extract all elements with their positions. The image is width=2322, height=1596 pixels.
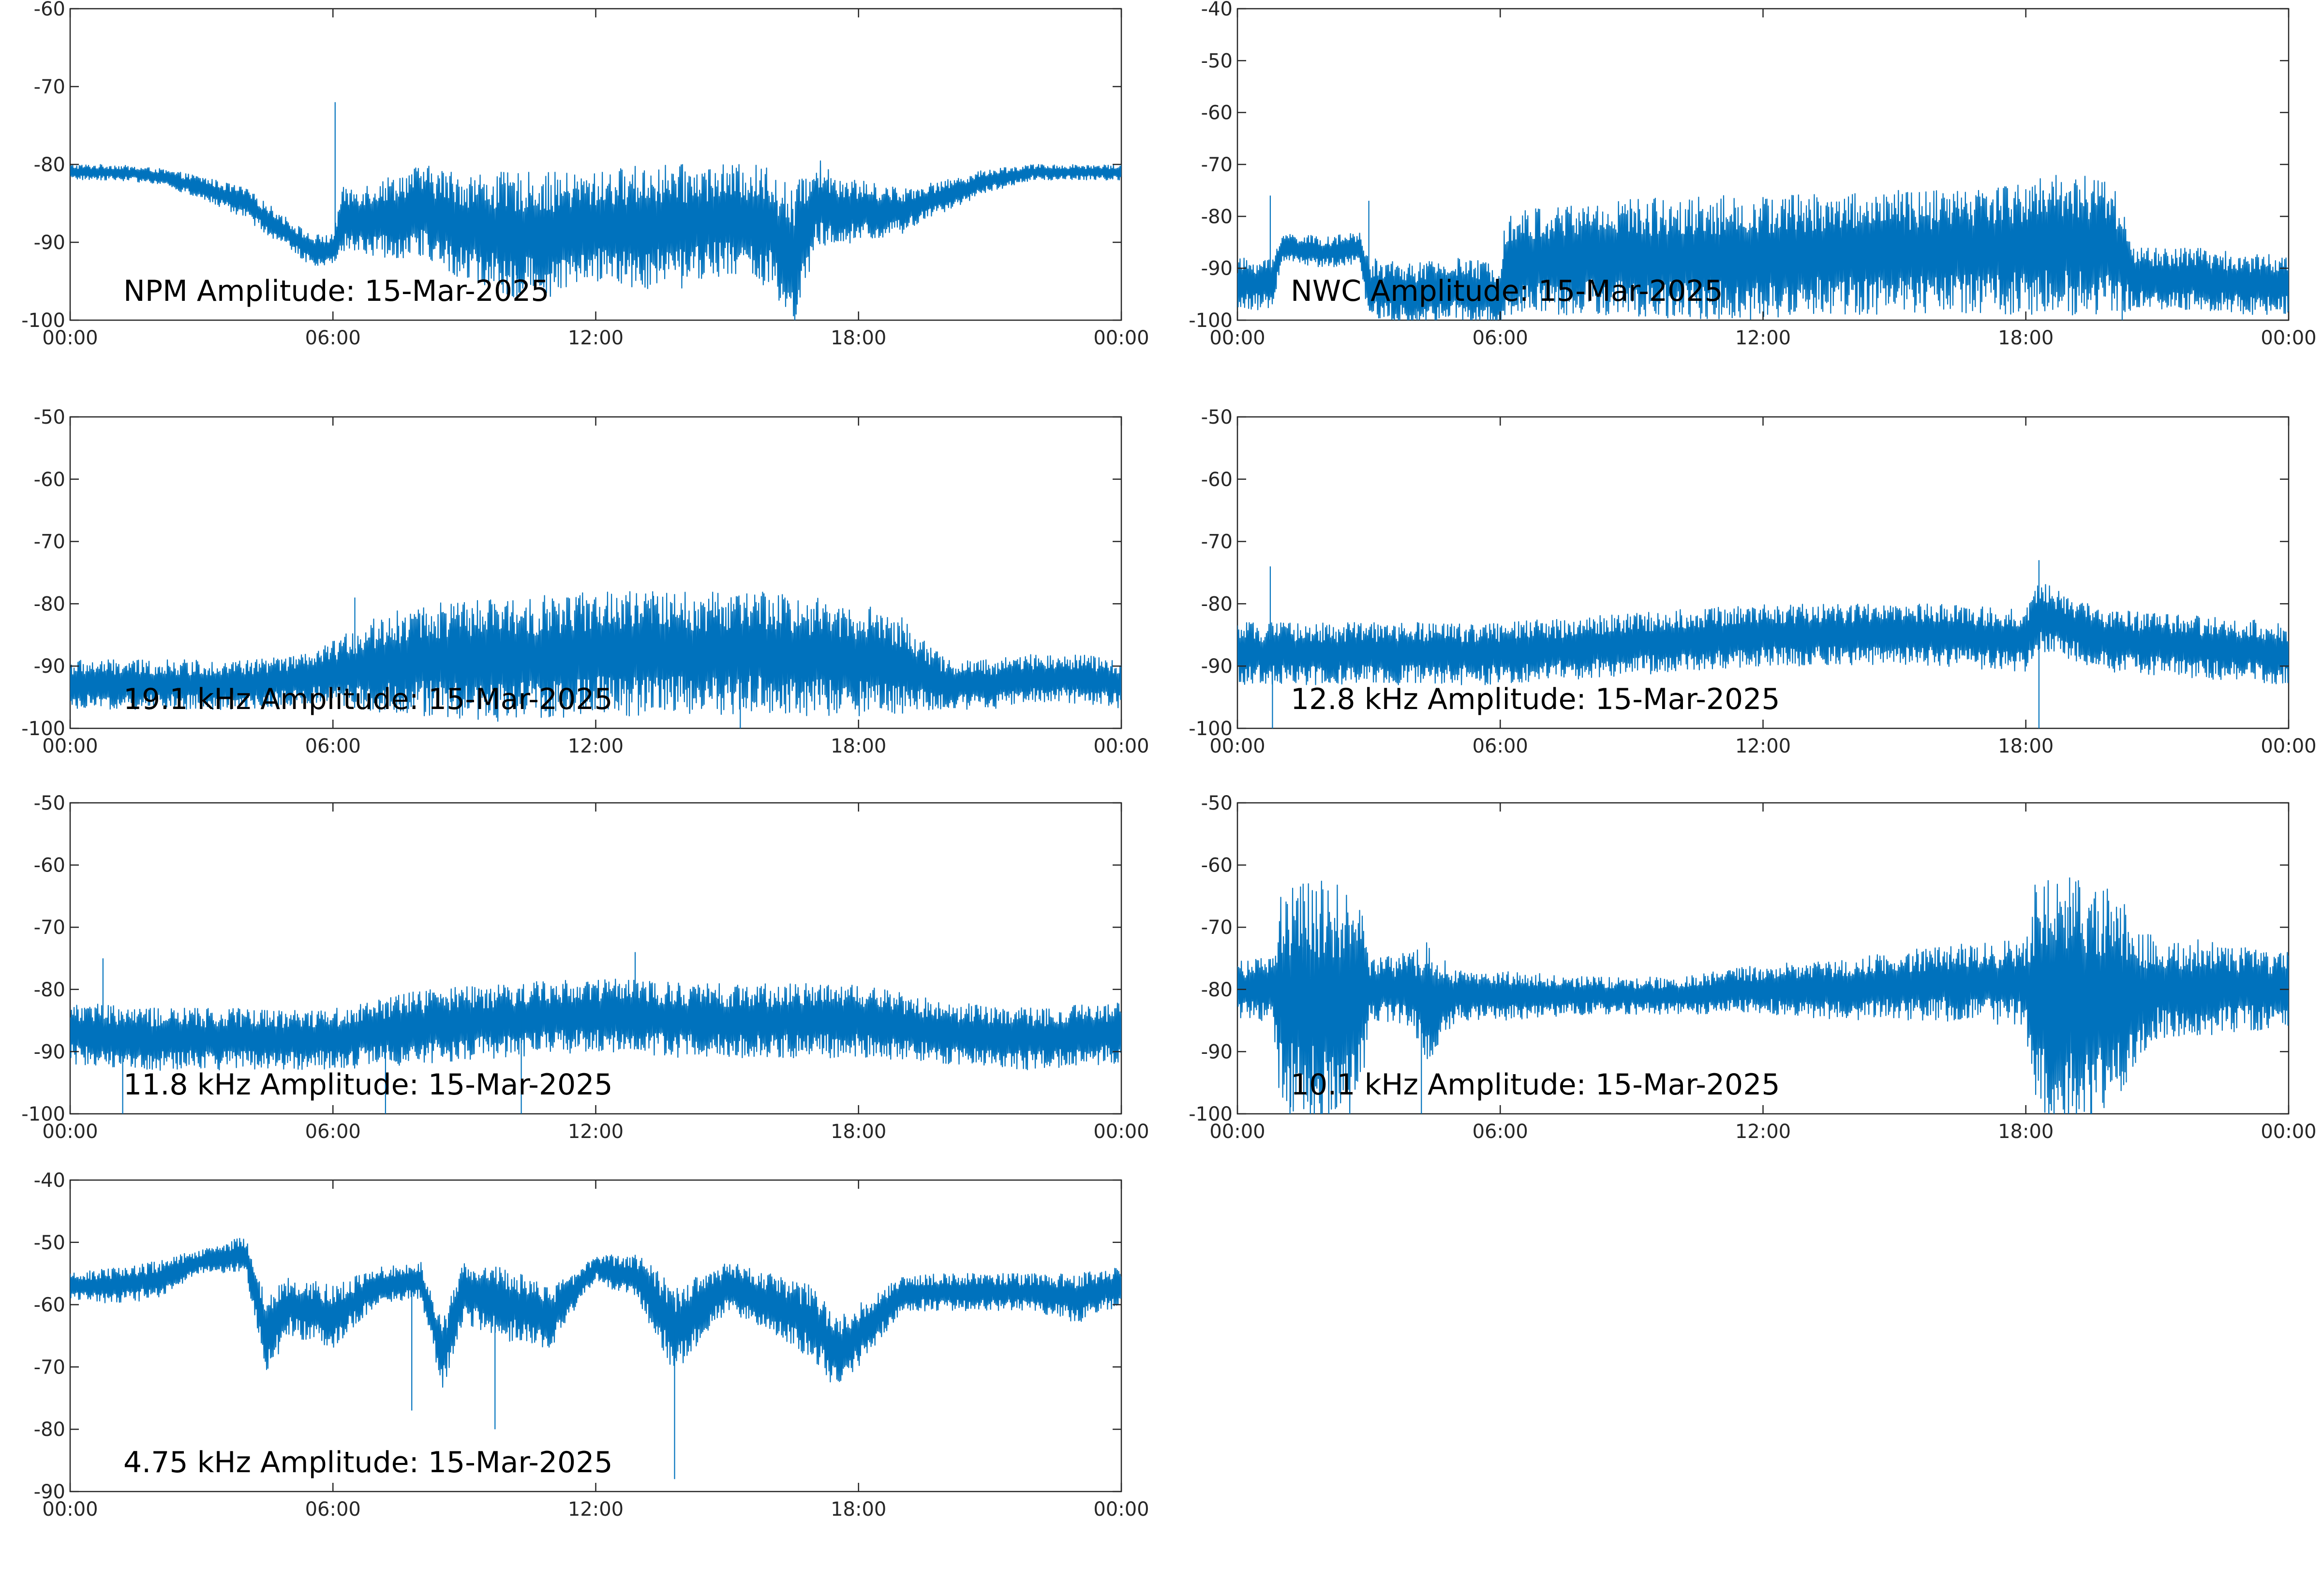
x-tick-label: 00:00	[1093, 1121, 1149, 1143]
x-tick-label: 06:00	[305, 1498, 361, 1521]
y-tick-label: -80	[1201, 206, 1233, 228]
y-tick-label: -90	[1201, 655, 1233, 678]
y-tick-label: -50	[34, 792, 65, 814]
x-tick-label: 12:00	[568, 1121, 624, 1143]
y-tick-label: -100	[1189, 310, 1233, 332]
chart-panel-6: 00:00 06:00 12:00 18:00 00:00-100-90-80-70-6…	[1189, 792, 2316, 1143]
y-tick-label: -60	[1201, 102, 1233, 124]
panel-title: 12.8 kHz Amplitude: 15-Mar-2025	[1291, 682, 1780, 716]
chart-panel-3: 00:00 06:00 12:00 18:00 00:00-100-90-80-70-6…	[21, 406, 1149, 757]
y-tick-label: -70	[1201, 531, 1233, 553]
y-tick-label: -90	[34, 1041, 65, 1063]
panel-title: NWC Amplitude: 15-Mar-2025	[1291, 274, 1723, 308]
y-tick-label: -90	[34, 1481, 65, 1503]
y-tick-label: -80	[34, 593, 65, 615]
panel-title: 4.75 kHz Amplitude: 15-Mar-2025	[123, 1446, 613, 1479]
y-tick-label: -40	[1201, 0, 1233, 20]
y-tick-label: -60	[34, 0, 65, 20]
x-tick-label: 18:00	[1998, 327, 2054, 349]
y-tick-label: -50	[1201, 792, 1233, 814]
y-tick-label: -100	[1189, 718, 1233, 740]
y-tick-label: -80	[1201, 593, 1233, 615]
y-tick-label: -100	[21, 310, 65, 332]
x-tick-label: 06:00	[305, 1121, 361, 1143]
y-tick-label: -80	[34, 154, 65, 176]
chart-panel-2: 00:00 06:00 12:00 18:00 00:00-100-90-80-70-6…	[1189, 0, 2316, 349]
y-tick-label: -60	[1201, 855, 1233, 877]
x-tick-label: 00:00	[2261, 327, 2316, 349]
y-tick-label: -60	[1201, 469, 1233, 491]
y-tick-label: -70	[34, 1356, 65, 1378]
y-tick-label: -70	[34, 76, 65, 98]
y-tick-label: -50	[1201, 50, 1233, 72]
x-tick-label: 06:00	[305, 327, 361, 349]
y-tick-label: -80	[34, 1419, 65, 1441]
panel-title: 10.1 kHz Amplitude: 15-Mar-2025	[1291, 1068, 1780, 1102]
y-tick-label: -100	[21, 1103, 65, 1125]
x-tick-label: 06:00	[1473, 1121, 1528, 1143]
chart-panel-1: 00:00 06:00 12:00 18:00 00:00-100-90-80-70-6…	[21, 0, 1149, 349]
y-tick-label: -50	[34, 1232, 65, 1254]
axes-box	[70, 1180, 1121, 1492]
panel-title: 11.8 kHz Amplitude: 15-Mar-2025	[123, 1068, 613, 1102]
x-tick-label: 06:00	[1473, 735, 1528, 757]
x-tick-label: 18:00	[831, 1121, 886, 1143]
axes-box	[70, 803, 1121, 1114]
axes-box	[1237, 417, 2289, 728]
y-tick-label: -80	[1201, 979, 1233, 1001]
axes-box	[70, 9, 1121, 320]
x-tick-label: 18:00	[831, 327, 886, 349]
y-tick-label: -70	[1201, 916, 1233, 939]
y-tick-label: -60	[34, 855, 65, 877]
x-tick-label: 12:00	[568, 735, 624, 757]
y-tick-label: -100	[21, 718, 65, 740]
x-tick-label: 18:00	[1998, 1121, 2054, 1143]
y-tick-label: -90	[34, 655, 65, 678]
x-tick-label: 18:00	[831, 735, 886, 757]
x-tick-label: 06:00	[305, 735, 361, 757]
x-tick-label: 06:00	[1473, 327, 1528, 349]
y-tick-label: -60	[34, 1294, 65, 1316]
y-tick-label: -90	[1201, 258, 1233, 280]
x-tick-label: 00:00	[1093, 735, 1149, 757]
chart-panel-5: 00:00 06:00 12:00 18:00 00:00-100-90-80-70-6…	[21, 792, 1149, 1143]
panel-title: NPM Amplitude: 15-Mar-2025	[123, 274, 549, 308]
y-tick-label: -60	[34, 469, 65, 491]
y-tick-label: -90	[1201, 1041, 1233, 1063]
x-tick-label: 12:00	[1735, 1121, 1791, 1143]
x-tick-label: 00:00	[2261, 735, 2316, 757]
y-tick-label: -70	[1201, 154, 1233, 176]
y-tick-label: -50	[1201, 406, 1233, 429]
x-tick-label: 12:00	[1735, 735, 1791, 757]
x-tick-label: 12:00	[568, 327, 624, 349]
x-tick-label: 00:00	[2261, 1121, 2316, 1143]
x-tick-label: 18:00	[1998, 735, 2054, 757]
chart-panel-7: 00:00 06:00 12:00 18:00 00:00-90-80-70-60-50…	[34, 1169, 1149, 1521]
chart-panel-4: 00:00 06:00 12:00 18:00 00:00-100-90-80-70-6…	[1189, 406, 2316, 757]
y-tick-label: -100	[1189, 1103, 1233, 1125]
y-tick-label: -40	[34, 1169, 65, 1192]
panel-title: 19.1 kHz Amplitude: 15-Mar-2025	[123, 682, 613, 716]
x-tick-label: 12:00	[1735, 327, 1791, 349]
y-tick-label: -70	[34, 916, 65, 939]
x-tick-label: 12:00	[568, 1498, 624, 1521]
y-tick-label: -90	[34, 232, 65, 254]
x-tick-label: 00:00	[1093, 1498, 1149, 1521]
y-tick-label: -80	[34, 979, 65, 1001]
y-tick-label: -50	[34, 406, 65, 429]
x-tick-label: 00:00	[1093, 327, 1149, 349]
x-tick-label: 18:00	[831, 1498, 886, 1521]
y-tick-label: -70	[34, 531, 65, 553]
